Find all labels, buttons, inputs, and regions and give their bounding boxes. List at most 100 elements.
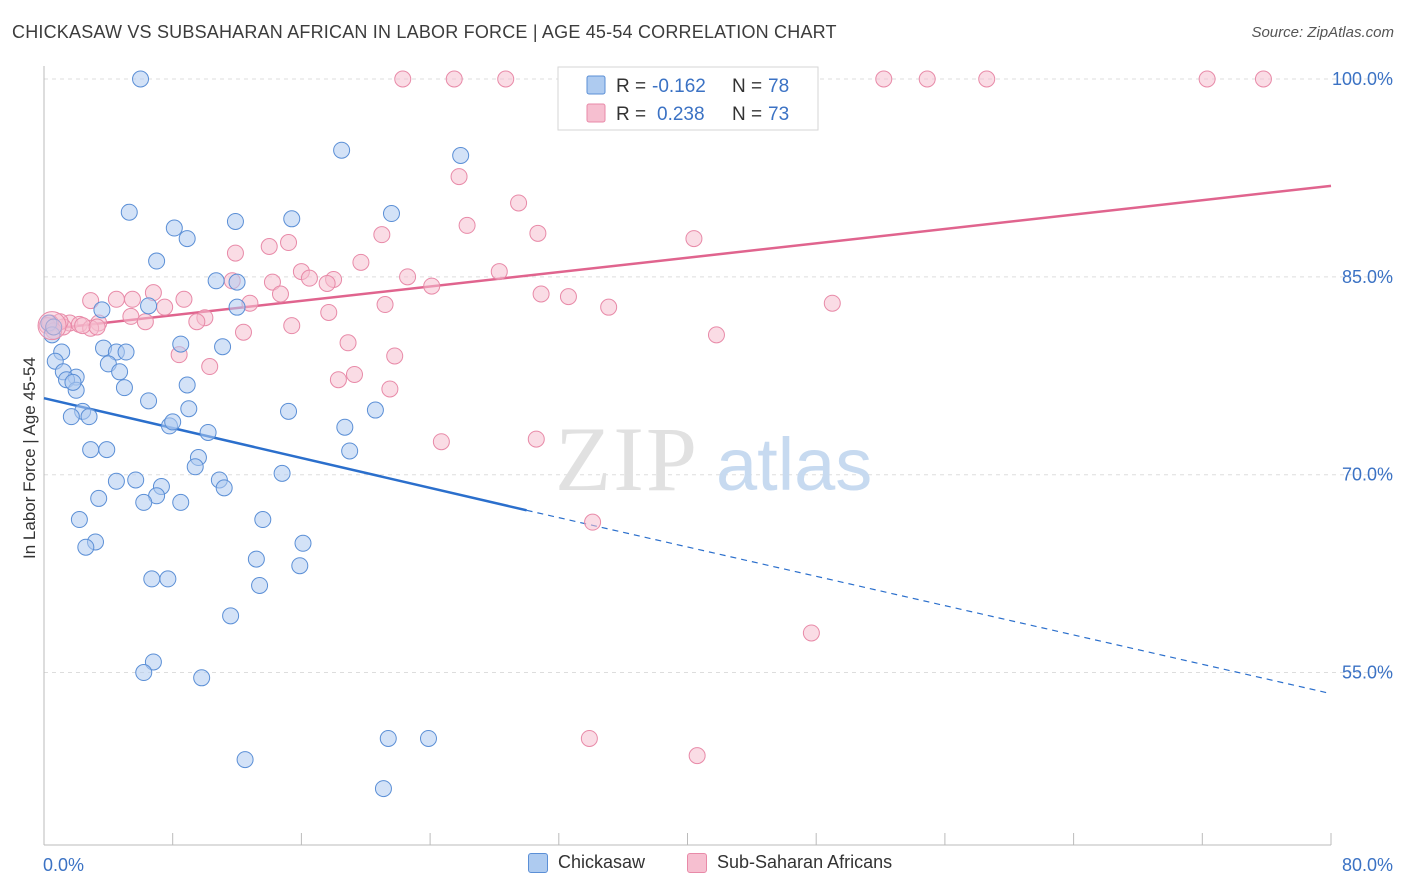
chickasaw-point <box>148 252 166 270</box>
chickasaw-point <box>291 557 309 575</box>
subsaharan-point <box>423 277 441 295</box>
y-axis-label: In Labor Force | Age 45-54 <box>20 357 39 559</box>
subsaharan-point <box>394 70 412 88</box>
chickasaw-trend-line <box>43 396 527 512</box>
subsaharan-point <box>529 224 547 242</box>
subsaharan-point <box>136 313 154 331</box>
subsaharan-point <box>283 317 301 335</box>
chickasaw-point <box>80 408 98 426</box>
chickasaw-point <box>336 418 354 436</box>
legend-r-label-chickasaw: R = <box>616 76 651 97</box>
chickasaw-point <box>135 664 153 682</box>
axes <box>43 66 1332 846</box>
chickasaw-point <box>143 570 161 588</box>
legend-swatch-icon <box>687 852 707 873</box>
chickasaw-point <box>333 141 351 159</box>
gridlines <box>44 78 1395 674</box>
chickasaw-point <box>452 147 470 164</box>
legend-item-chickasaw[interactable]: Chickasaw <box>528 852 645 873</box>
chickasaw-point <box>366 401 384 419</box>
subsaharan-point <box>234 323 252 341</box>
legend-swatch-chickasaw <box>586 75 606 95</box>
subsaharan-point <box>280 234 298 252</box>
subsaharan-point <box>450 168 468 186</box>
legend-swatch-subsaharan <box>586 103 606 123</box>
chickasaw-point <box>165 219 183 237</box>
chickasaw-point <box>283 210 301 228</box>
chickasaw-point <box>135 493 153 511</box>
chickasaw-point <box>341 442 359 460</box>
y-tick-label: 100.0% <box>1332 69 1393 89</box>
chickasaw-point <box>226 212 244 230</box>
chickasaw-point <box>199 423 217 441</box>
subsaharan-point <box>107 290 125 308</box>
legend-r-label-subsaharan: R = <box>616 104 651 125</box>
subsaharan-point <box>532 285 550 303</box>
chickasaw-point <box>62 408 80 426</box>
legend-n-label-chickasaw: N = <box>732 76 767 97</box>
legend-n-value-subsaharan: 73 <box>768 104 789 125</box>
chickasaw-point <box>178 376 196 394</box>
chickasaw-point <box>164 413 182 431</box>
chickasaw-point <box>374 780 392 798</box>
subsaharan-point <box>1198 70 1216 88</box>
subsaharan-trend-line <box>43 184 1332 331</box>
chickasaw-point <box>379 729 397 747</box>
legend-r-value-chickasaw: -0.162 <box>652 76 706 97</box>
subsaharan-point <box>688 747 706 765</box>
trend-lines <box>43 184 1332 695</box>
chickasaw-point <box>140 297 158 315</box>
chickasaw-point <box>294 534 312 552</box>
chickasaw-point <box>280 402 298 420</box>
y-tick-label: 70.0% <box>1342 465 1393 485</box>
legend-label-subsaharan: Sub-Saharan Africans <box>717 852 893 872</box>
legend-swatch-icon <box>528 852 548 873</box>
legend-n-label-subsaharan: N = <box>732 104 767 125</box>
subsaharan-point <box>978 70 996 88</box>
chickasaw-point <box>140 392 158 410</box>
subsaharan-point <box>1254 70 1272 88</box>
watermark-zip: ZIP <box>555 408 699 510</box>
subsaharan-point <box>399 268 417 286</box>
subsaharan-point <box>122 307 140 325</box>
chickasaw-point <box>127 471 145 489</box>
subsaharan-point <box>300 269 318 287</box>
subsaharan-point <box>802 624 820 642</box>
chickasaw-point <box>107 472 125 490</box>
chickasaw-point <box>172 335 190 353</box>
chickasaw-point <box>111 363 129 381</box>
chickasaw-point <box>132 70 150 88</box>
chickasaw-trend-extension <box>526 509 1332 695</box>
chart-title: CHICKASAW VS SUBSAHARAN AFRICAN IN LABOR… <box>12 22 837 42</box>
chickasaw-point <box>115 379 133 397</box>
y-tick-label: 85.0% <box>1342 267 1393 287</box>
subsaharan-cluster-point <box>37 311 67 341</box>
subsaharan-point <box>559 288 577 306</box>
subsaharan-point <box>584 513 602 531</box>
subsaharan-point <box>600 298 618 316</box>
watermark: ZIP atlas <box>555 408 872 510</box>
chickasaw-point <box>186 458 204 476</box>
subsaharan-point <box>376 296 394 314</box>
subsaharan-point <box>875 70 893 88</box>
subsaharan-point <box>432 433 450 451</box>
chickasaw-point <box>159 570 177 588</box>
subsaharan-point <box>527 430 545 448</box>
chickasaw-point <box>247 550 265 568</box>
subsaharan-point <box>260 238 278 256</box>
chickasaw-point <box>193 669 211 687</box>
chickasaw-point <box>214 338 232 356</box>
subsaharan-point <box>156 298 174 316</box>
legend-item-subsaharan[interactable]: Sub-Saharan Africans <box>687 852 892 873</box>
chickasaw-point <box>236 751 254 769</box>
correlation-legend: R = -0.162 N = 78 R = 0.238 N = 73 <box>557 66 819 131</box>
chickasaw-point <box>254 511 272 529</box>
subsaharan-point <box>201 358 219 376</box>
subsaharan-point <box>263 273 281 291</box>
x-tick-label-min: 0.0% <box>43 855 84 875</box>
chickasaw-point <box>144 653 162 671</box>
source-credit: Source: ZipAtlas.com <box>1251 24 1394 41</box>
chickasaw-point <box>82 441 100 459</box>
chickasaw-point <box>228 298 246 316</box>
